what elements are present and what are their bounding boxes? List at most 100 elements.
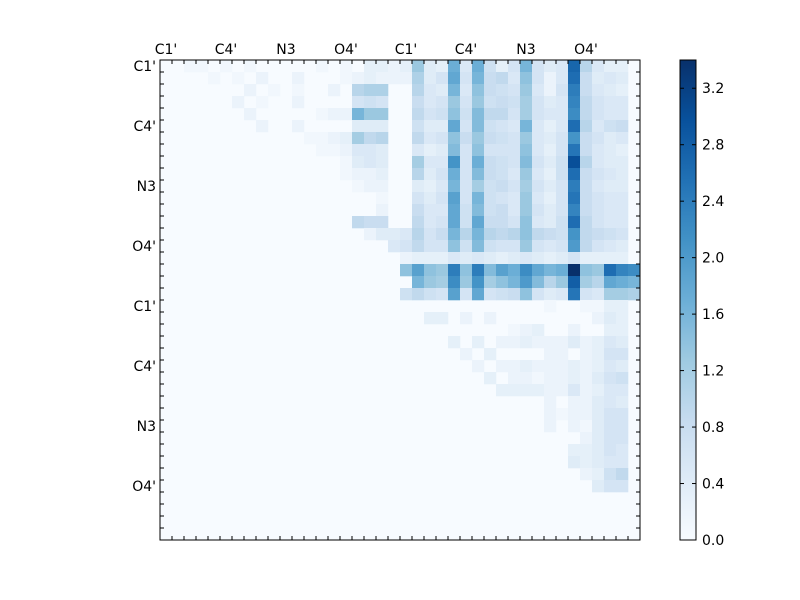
heatmap-cell — [604, 228, 617, 241]
heatmap-cell — [532, 240, 545, 253]
heatmap-cell — [556, 216, 569, 229]
heatmap-cell — [520, 60, 533, 73]
heatmap-cell — [412, 276, 425, 289]
heatmap-cell — [400, 252, 413, 265]
heatmap-cell — [580, 456, 593, 469]
heatmap-cell — [568, 384, 581, 397]
heatmap-cell — [520, 360, 533, 373]
heatmap-cell — [484, 252, 497, 265]
heatmap-cell — [616, 96, 629, 109]
heatmap-cell — [424, 60, 437, 73]
y-tick-label: O4' — [132, 479, 156, 495]
colorbar-tick-label: 0.8 — [702, 420, 724, 436]
heatmap-cell — [616, 132, 629, 145]
y-tick-label: N3 — [137, 179, 156, 195]
heatmap-cell — [424, 144, 437, 157]
heatmap-cell — [532, 336, 545, 349]
heatmap-cell — [580, 348, 593, 361]
heatmap-cell — [412, 84, 425, 97]
heatmap-cell — [484, 228, 497, 241]
heatmap-cell — [316, 108, 329, 121]
heatmap-cell — [340, 72, 353, 85]
heatmap-cell — [592, 396, 605, 409]
heatmap-cell — [544, 384, 557, 397]
colorbar-bar — [679, 59, 697, 541]
heatmap-cell — [592, 180, 605, 193]
heatmap-cell — [352, 72, 365, 85]
heatmap-cell — [616, 60, 629, 73]
x-tick-label: N3 — [516, 42, 535, 58]
heatmap-cell — [568, 96, 581, 109]
heatmap-cell — [592, 300, 605, 313]
heatmap-cell — [556, 192, 569, 205]
heatmap-cell — [328, 84, 341, 97]
heatmap-cell — [592, 132, 605, 145]
heatmap-cell — [556, 204, 569, 217]
heatmap-cell — [544, 72, 557, 85]
heatmap-cell — [592, 372, 605, 385]
heatmap-cell — [604, 396, 617, 409]
heatmap-cell — [532, 372, 545, 385]
heatmap-cell — [496, 84, 509, 97]
heatmap-cell — [460, 120, 473, 133]
heatmap-cell — [568, 372, 581, 385]
heatmap-cell — [424, 96, 437, 109]
heatmap-cell — [508, 336, 521, 349]
heatmap-cell — [484, 72, 497, 85]
heatmap-cell — [508, 384, 521, 397]
heatmap-cell — [496, 264, 509, 277]
heatmap-cell — [412, 264, 425, 277]
heatmap-cell — [460, 144, 473, 157]
heatmap-cell — [616, 336, 629, 349]
heatmap-cell — [604, 264, 617, 277]
heatmap-cell — [604, 408, 617, 421]
heatmap-cell — [556, 168, 569, 181]
heatmap-cell — [472, 288, 485, 301]
heatmap-cell — [580, 468, 593, 481]
heatmap-cell — [340, 144, 353, 157]
heatmap-cell — [556, 108, 569, 121]
heatmap-cell — [436, 276, 449, 289]
heatmap-cell — [544, 420, 557, 433]
heatmap-cell — [496, 180, 509, 193]
heatmap-cell — [460, 288, 473, 301]
heatmap-cell — [604, 144, 617, 157]
heatmap-cell — [616, 156, 629, 169]
heatmap-cell — [508, 228, 521, 241]
heatmap-cell — [436, 84, 449, 97]
heatmap-cell — [424, 72, 437, 85]
heatmap-cell — [568, 288, 581, 301]
heatmap-cell — [544, 372, 557, 385]
heatmap-cell — [568, 408, 581, 421]
heatmap-cell — [244, 108, 257, 121]
heatmap-cell — [592, 336, 605, 349]
heatmap-cell — [520, 96, 533, 109]
x-tick-label: N3 — [276, 42, 295, 58]
heatmap-cell — [448, 120, 461, 133]
heatmap-cell — [496, 360, 509, 373]
heatmap-cell — [592, 84, 605, 97]
heatmap-cell — [520, 276, 533, 289]
heatmap-cell — [196, 60, 209, 73]
heatmap-cell — [448, 264, 461, 277]
heatmap-cell — [616, 300, 629, 313]
heatmap-cell — [580, 96, 593, 109]
heatmap-cell — [412, 120, 425, 133]
heatmap-cell — [484, 204, 497, 217]
heatmap-cell — [448, 252, 461, 265]
heatmap-cell — [568, 396, 581, 409]
heatmap-cell — [592, 360, 605, 373]
heatmap-cell — [580, 84, 593, 97]
heatmap-cell — [592, 480, 605, 493]
heatmap-cell — [544, 108, 557, 121]
heatmap-cell — [472, 108, 485, 121]
heatmap-cell — [448, 192, 461, 205]
heatmap-cell — [580, 264, 593, 277]
heatmap-cell — [568, 144, 581, 157]
x-tick-label: C1' — [395, 42, 418, 58]
heatmap-cell — [412, 228, 425, 241]
heatmap-cell — [424, 192, 437, 205]
heatmap-cell — [592, 108, 605, 121]
heatmap-cell — [532, 192, 545, 205]
heatmap-cell — [544, 168, 557, 181]
